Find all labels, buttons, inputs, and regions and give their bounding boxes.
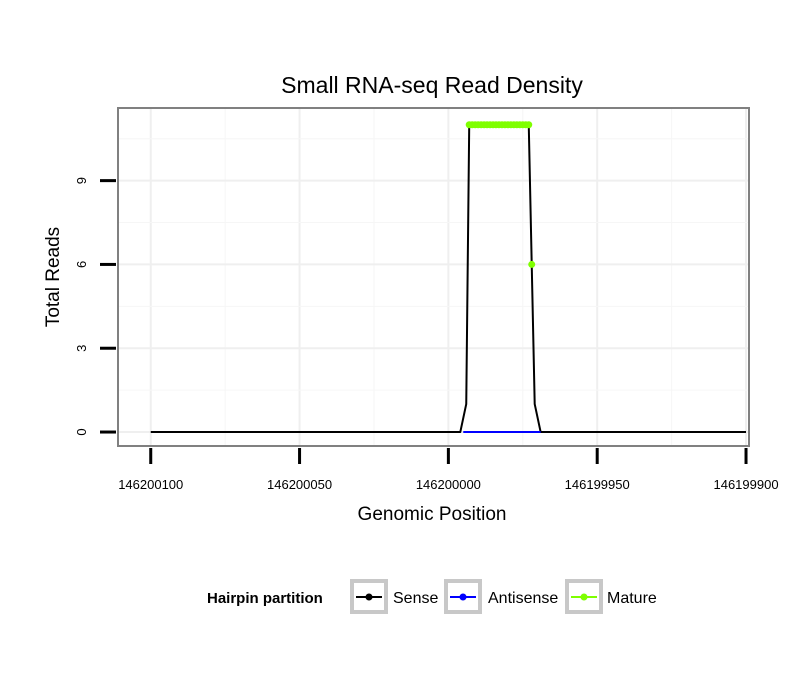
x-tick-label-146199950: 146199950 — [565, 477, 630, 492]
x-tick-label-146200000: 146200000 — [416, 477, 481, 492]
x-tick-label-146199900: 146199900 — [713, 477, 778, 492]
series-layer — [150, 121, 747, 434]
grid — [118, 108, 749, 446]
legend-label-sense: Sense — [393, 590, 438, 607]
chart-title: Small RNA-seq Read Density — [281, 72, 583, 98]
legend-key-point-sense — [365, 593, 373, 601]
y-axis-title: Total Reads — [43, 227, 64, 327]
y-axis: 0 3 6 9 — [74, 177, 116, 436]
mature-point-21 — [528, 260, 536, 268]
legend: Hairpin partition Sense Antisense Mature — [207, 579, 657, 614]
y-tick-label-9: 9 — [74, 177, 89, 184]
legend-label-antisense: Antisense — [488, 590, 558, 607]
y-tick-label-3: 3 — [74, 345, 89, 352]
x-tick-label-146200100: 146200100 — [118, 477, 183, 492]
x-axis: 146200100 146200050 146200000 146199950 1461… — [118, 448, 779, 492]
x-tick-label-146200050: 146200050 — [267, 477, 332, 492]
y-tick-label-0: 0 — [74, 428, 89, 435]
x-axis-title: Genomic Position — [358, 504, 507, 525]
y-tick-label-6: 6 — [74, 261, 89, 268]
plot-panel — [117, 107, 750, 447]
legend-key-point-mature — [580, 593, 588, 601]
legend-key-point-antisense — [459, 593, 467, 601]
legend-label-mature: Mature — [607, 590, 657, 607]
mature-point-20 — [525, 121, 533, 129]
legend-title: Hairpin partition — [207, 590, 323, 607]
